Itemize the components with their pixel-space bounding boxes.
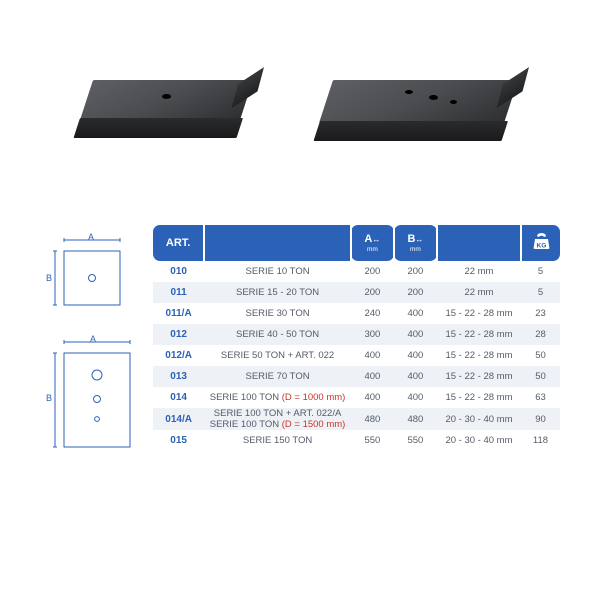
cell-art: 011 <box>153 282 204 303</box>
cell-A: 400 <box>351 345 394 366</box>
cell-description: SERIE 70 TON <box>204 366 351 387</box>
diagram-small-plate: A B <box>50 235 145 313</box>
cell-kg: 50 <box>521 366 560 387</box>
cell-A: 400 <box>351 387 394 408</box>
col-description <box>204 225 351 261</box>
cell-note: 20 - 30 - 40 mm <box>437 408 521 430</box>
diagram-label-A: A <box>90 334 96 344</box>
cell-B: 480 <box>394 408 437 430</box>
cell-description: SERIE 50 TON + ART. 022 <box>204 345 351 366</box>
spec-table-body: 010SERIE 10 TON20020022 mm5011SERIE 15 -… <box>153 261 560 451</box>
spec-table-header: ART. A↔mm B↔mm KG <box>153 225 560 261</box>
cell-B: 550 <box>394 430 437 451</box>
cell-A: 240 <box>351 303 394 324</box>
diagram-label-A: A <box>88 232 94 242</box>
col-art: ART. <box>153 225 204 261</box>
table-row: 015SERIE 150 TON55055020 - 30 - 40 mm118 <box>153 430 560 451</box>
cell-A: 480 <box>351 408 394 430</box>
table-row: 014/ASERIE 100 TON + ART. 022/ASERIE 100… <box>153 408 560 430</box>
cell-art: 011/A <box>153 303 204 324</box>
cell-B: 400 <box>394 324 437 345</box>
cell-kg: 5 <box>521 261 560 282</box>
col-weight: KG <box>521 225 560 261</box>
cell-A: 550 <box>351 430 394 451</box>
cell-kg: 23 <box>521 303 560 324</box>
cell-description: SERIE 30 TON <box>204 303 351 324</box>
table-row: 012/ASERIE 50 TON + ART. 02240040015 - 2… <box>153 345 560 366</box>
cell-note: 20 - 30 - 40 mm <box>437 430 521 451</box>
cell-A: 200 <box>351 282 394 303</box>
table-row: 012SERIE 40 - 50 TON30040015 - 22 - 28 m… <box>153 324 560 345</box>
d-note: (D = 1500 mm) <box>282 419 346 430</box>
cell-art: 012/A <box>153 345 204 366</box>
diagram-large-plate: A B <box>50 337 145 455</box>
cell-description: SERIE 15 - 20 TON <box>204 282 351 303</box>
col-A: A↔mm <box>351 225 394 261</box>
product-images-row <box>0 55 600 195</box>
svg-text:KG: KG <box>536 242 546 249</box>
dimension-diagrams: A B A B <box>50 235 145 479</box>
product-image-single-hole-plate <box>83 80 253 170</box>
cell-description: SERIE 100 TON + ART. 022/ASERIE 100 TON … <box>204 408 351 430</box>
cell-art: 014 <box>153 387 204 408</box>
cell-description: SERIE 40 - 50 TON <box>204 324 351 345</box>
cell-kg: 28 <box>521 324 560 345</box>
cell-note: 15 - 22 - 28 mm <box>437 324 521 345</box>
cell-kg: 50 <box>521 345 560 366</box>
cell-description: SERIE 10 TON <box>204 261 351 282</box>
cell-kg: 63 <box>521 387 560 408</box>
cell-art: 015 <box>153 430 204 451</box>
cell-A: 400 <box>351 366 394 387</box>
d-note: (D = 1000 mm) <box>282 392 346 403</box>
diagram-label-B: B <box>46 273 52 283</box>
cell-A: 300 <box>351 324 394 345</box>
cell-kg: 118 <box>521 430 560 451</box>
cell-art: 012 <box>153 324 204 345</box>
cell-description: SERIE 150 TON <box>204 430 351 451</box>
diagram-label-B: B <box>46 393 52 403</box>
cell-art: 013 <box>153 366 204 387</box>
cell-note: 15 - 22 - 28 mm <box>437 366 521 387</box>
cell-B: 400 <box>394 366 437 387</box>
table-row: 010SERIE 10 TON20020022 mm5 <box>153 261 560 282</box>
col-note <box>437 225 521 261</box>
product-image-three-hole-plate <box>323 80 518 170</box>
table-row: 014SERIE 100 TON (D = 1000 mm)40040015 -… <box>153 387 560 408</box>
kettlebell-icon: KG <box>533 233 550 254</box>
cell-note: 22 mm <box>437 282 521 303</box>
cell-art: 014/A <box>153 408 204 430</box>
product-spec-sheet: A B A B <box>0 0 600 600</box>
cell-note: 15 - 22 - 28 mm <box>437 387 521 408</box>
cell-B: 400 <box>394 303 437 324</box>
cell-B: 200 <box>394 282 437 303</box>
cell-note: 15 - 22 - 28 mm <box>437 303 521 324</box>
cell-note: 15 - 22 - 28 mm <box>437 345 521 366</box>
cell-art: 010 <box>153 261 204 282</box>
table-row: 013SERIE 70 TON40040015 - 22 - 28 mm50 <box>153 366 560 387</box>
cell-B: 200 <box>394 261 437 282</box>
cell-kg: 5 <box>521 282 560 303</box>
col-B: B↔mm <box>394 225 437 261</box>
cell-B: 400 <box>394 387 437 408</box>
table-row: 011/ASERIE 30 TON24040015 - 22 - 28 mm23 <box>153 303 560 324</box>
table-row: 011SERIE 15 - 20 TON20020022 mm5 <box>153 282 560 303</box>
cell-note: 22 mm <box>437 261 521 282</box>
cell-kg: 90 <box>521 408 560 430</box>
cell-description: SERIE 100 TON (D = 1000 mm) <box>204 387 351 408</box>
cell-B: 400 <box>394 345 437 366</box>
spec-table: ART. A↔mm B↔mm KG 010SERIE <box>153 225 560 451</box>
cell-A: 200 <box>351 261 394 282</box>
